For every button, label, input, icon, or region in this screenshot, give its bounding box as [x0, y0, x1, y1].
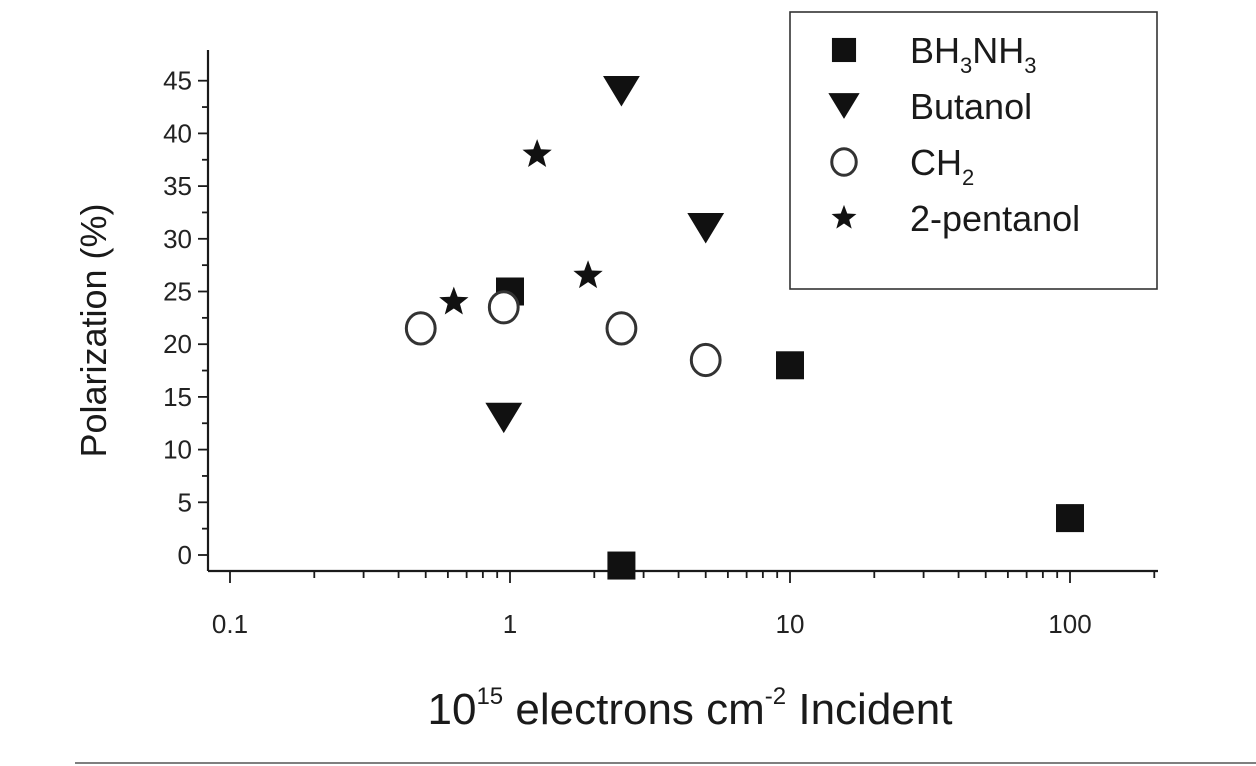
axis-titles: Polarization (%) 1015 electrons cm-2 Inci… — [73, 203, 952, 734]
y-tick-label: 45 — [163, 66, 192, 96]
x-tick-label: 0.1 — [212, 609, 248, 639]
y-tick-label: 30 — [163, 224, 192, 254]
y-tick-label: 5 — [178, 487, 192, 517]
legend-marker-butanol — [828, 93, 860, 119]
y-tick-label: 25 — [163, 277, 192, 307]
y-tick-label: 0 — [178, 540, 192, 570]
y-tick-label: 20 — [163, 329, 192, 359]
legend-label-butanol: Butanol — [910, 86, 1032, 127]
point-ch2 — [605, 311, 638, 346]
point-bh3nh3 — [1056, 504, 1084, 533]
y-axis-title: Polarization (%) — [73, 203, 114, 457]
y-tick-label: 15 — [163, 382, 192, 412]
legend: BH3NH3 Butanol CH2 2-pentanol — [789, 11, 1158, 290]
point-2-pentanol — [522, 139, 552, 167]
point-ch2 — [689, 342, 722, 378]
data-points — [404, 76, 1084, 580]
legend-marker-bh3nh3 — [831, 37, 857, 63]
point-bh3nh3 — [607, 551, 636, 580]
legend-label-ch2: CH2 — [910, 142, 974, 190]
axes — [206, 50, 1158, 573]
point-butanol — [687, 213, 725, 244]
point-ch2 — [404, 311, 437, 346]
x-tick-label: 100 — [1048, 609, 1091, 639]
point-butanol — [485, 402, 523, 434]
point-ch2 — [487, 290, 520, 325]
x-tick-label: 1 — [503, 609, 517, 639]
point-2-pentanol — [439, 286, 469, 315]
y-tick-label: 10 — [163, 435, 192, 465]
point-butanol — [603, 76, 640, 107]
x-tick-label: 10 — [776, 609, 805, 639]
point-2-pentanol — [573, 260, 603, 289]
legend-marker-ch2 — [830, 147, 858, 177]
axis-ticks: 0 5 10 15 20 25 30 35 40 45 0.1 1 10 100 — [163, 66, 1156, 639]
y-tick-label: 35 — [163, 171, 192, 201]
legend-marker-2-pentanol — [831, 204, 857, 229]
point-bh3nh3 — [776, 351, 804, 380]
x-axis-title: 1015 electrons cm-2 Incident — [428, 683, 953, 734]
legend-label-2-pentanol: 2-pentanol — [910, 198, 1080, 239]
y-tick-label: 40 — [163, 118, 192, 148]
legend-label-bh3nh3: BH3NH3 — [910, 30, 1037, 78]
